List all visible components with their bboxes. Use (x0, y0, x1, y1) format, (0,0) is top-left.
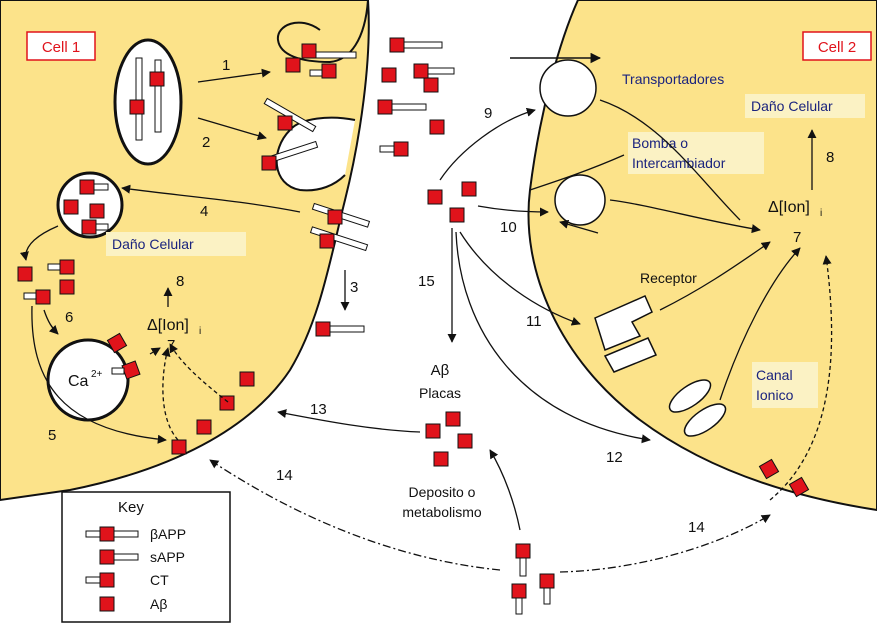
dashed-arrows (161, 255, 833, 501)
num-11: 11 (526, 313, 542, 330)
legend-ct-label: CT (150, 572, 169, 588)
pump-protein (554, 174, 606, 226)
ion-left: Δ[Ion] (147, 317, 189, 334)
calcium-superscript: 2+ (91, 369, 103, 380)
step-numbers: 1 2 3 4 5 6 7 8 9 10 11 12 13 14 14 15 7… (48, 57, 834, 536)
ion-right: Δ[Ion] (768, 199, 810, 216)
legend-bapp-label: βAPP (150, 526, 186, 542)
er-bapp-markers (129, 57, 165, 141)
num-8-right: 8 (826, 149, 834, 166)
cell-1-label: Cell 1 (42, 39, 80, 56)
num-12: 12 (606, 449, 623, 466)
pathway-arrows (19, 68, 817, 531)
endosome-markers (63, 179, 109, 235)
num-9: 9 (484, 105, 492, 122)
cell-2-label-box (802, 31, 872, 61)
canal-line2: Ionico (756, 387, 794, 403)
bomba-line1: Bomba o (632, 135, 688, 151)
legend-abeta-label: Aβ (150, 596, 167, 612)
num-1: 1 (222, 57, 230, 74)
transporter-protein (539, 59, 597, 117)
receptor-label: Receptor (640, 270, 697, 286)
calcium-label: Ca (68, 373, 89, 390)
num-15: 15 (418, 273, 435, 290)
dano-celular-right-bg (745, 94, 865, 118)
ion-channel-protein (668, 379, 727, 437)
canal-label-bg (752, 362, 818, 408)
placas-label: Placas (419, 385, 461, 401)
dash-dot-arrows (209, 459, 771, 573)
bomba-label-bg (628, 132, 764, 174)
extracellular-fragments (377, 37, 455, 157)
transportadores-label: Transportadores (622, 71, 724, 87)
ion-left-sub: i (199, 326, 201, 337)
num-8-left: 8 (176, 273, 184, 290)
bottom-fragments (511, 543, 555, 615)
legend-ct: CT (85, 572, 169, 588)
calcium-store-markers (106, 332, 141, 380)
canal-line1: Canal (756, 367, 793, 383)
legend-title: Key (118, 499, 144, 516)
deposito-line1: Deposito o (409, 484, 476, 500)
num-7-right: 7 (793, 229, 801, 246)
dano-celular-left-bg (106, 232, 246, 256)
legend-abeta: Aβ (99, 596, 167, 612)
dano-celular-left: Daño Celular (112, 236, 194, 252)
endocytosis-pocket (275, 116, 356, 192)
cell-1-label-box (26, 31, 96, 61)
num-2: 2 (202, 134, 210, 151)
cell-2-membrane-ct (758, 458, 810, 498)
legend-sapp-label: sAPP (150, 549, 185, 565)
membrane-ct-lower (171, 371, 255, 455)
legend-bapp: βAPP (85, 526, 186, 542)
deposito-line2: metabolismo (402, 504, 482, 520)
plaque-markers (425, 411, 473, 467)
exocytosis-markers (285, 43, 357, 79)
num-13: 13 (310, 401, 327, 418)
abeta-center (427, 181, 477, 223)
er-vesicle (113, 38, 183, 166)
ct-released (315, 321, 365, 337)
membrane-bapp-middle (309, 202, 371, 252)
num-14-right: 14 (688, 519, 705, 536)
num-10: 10 (500, 219, 517, 236)
cytosol-fragments (17, 259, 75, 305)
num-7-left: 7 (167, 337, 175, 354)
abeta-label: Aβ (431, 362, 450, 379)
num-14-left: 14 (276, 467, 293, 484)
num-5: 5 (48, 427, 56, 444)
membrane-bapp-top (261, 97, 319, 171)
legend-sapp: sAPP (99, 549, 185, 565)
num-3: 3 (350, 279, 358, 296)
bomba-line2: Intercambiador (632, 155, 726, 171)
ion-right-sub: i (820, 208, 822, 219)
num-4: 4 (200, 203, 208, 220)
receptor-protein (594, 295, 658, 373)
cell-2-label: Cell 2 (818, 39, 856, 56)
legend: Key βAPP sAPP CT Aβ (61, 491, 231, 623)
num-6: 6 (65, 309, 73, 326)
dano-celular-right: Daño Celular (751, 98, 833, 114)
